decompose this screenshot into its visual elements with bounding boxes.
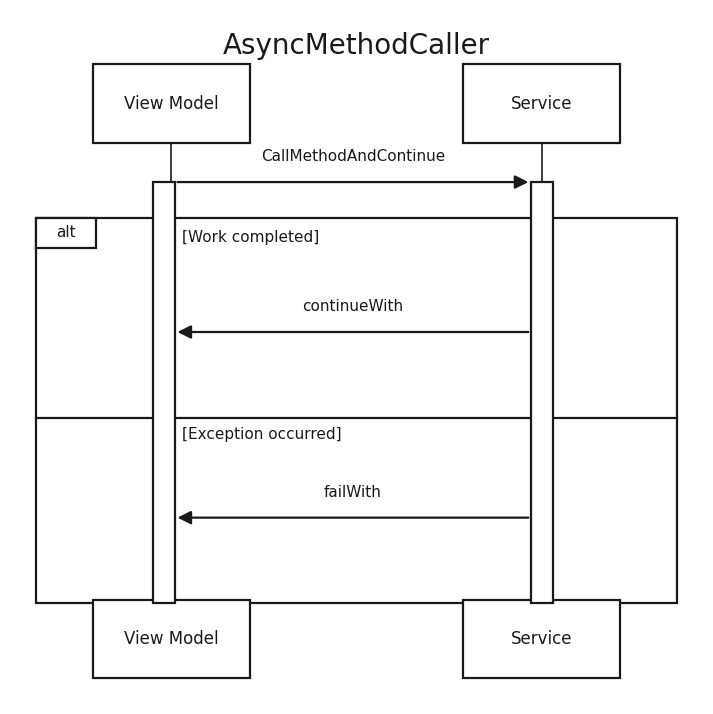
Bar xyxy=(463,600,620,678)
Bar xyxy=(463,64,620,143)
Text: AsyncMethodCaller: AsyncMethodCaller xyxy=(223,32,490,61)
Bar xyxy=(93,64,250,143)
Text: failWith: failWith xyxy=(324,485,382,500)
Text: [Work completed]: [Work completed] xyxy=(182,229,319,245)
Text: [Exception occurred]: [Exception occurred] xyxy=(182,426,342,442)
Text: continueWith: continueWith xyxy=(302,299,404,314)
Bar xyxy=(36,218,96,248)
Bar xyxy=(36,218,677,603)
Bar xyxy=(93,600,250,678)
Bar xyxy=(531,182,553,603)
Bar xyxy=(153,182,175,603)
Text: View Model: View Model xyxy=(124,630,218,648)
Text: Service: Service xyxy=(511,630,573,648)
Text: Service: Service xyxy=(511,94,573,113)
Text: CallMethodAndContinue: CallMethodAndContinue xyxy=(261,149,445,164)
Text: View Model: View Model xyxy=(124,94,218,113)
Text: alt: alt xyxy=(56,225,76,241)
